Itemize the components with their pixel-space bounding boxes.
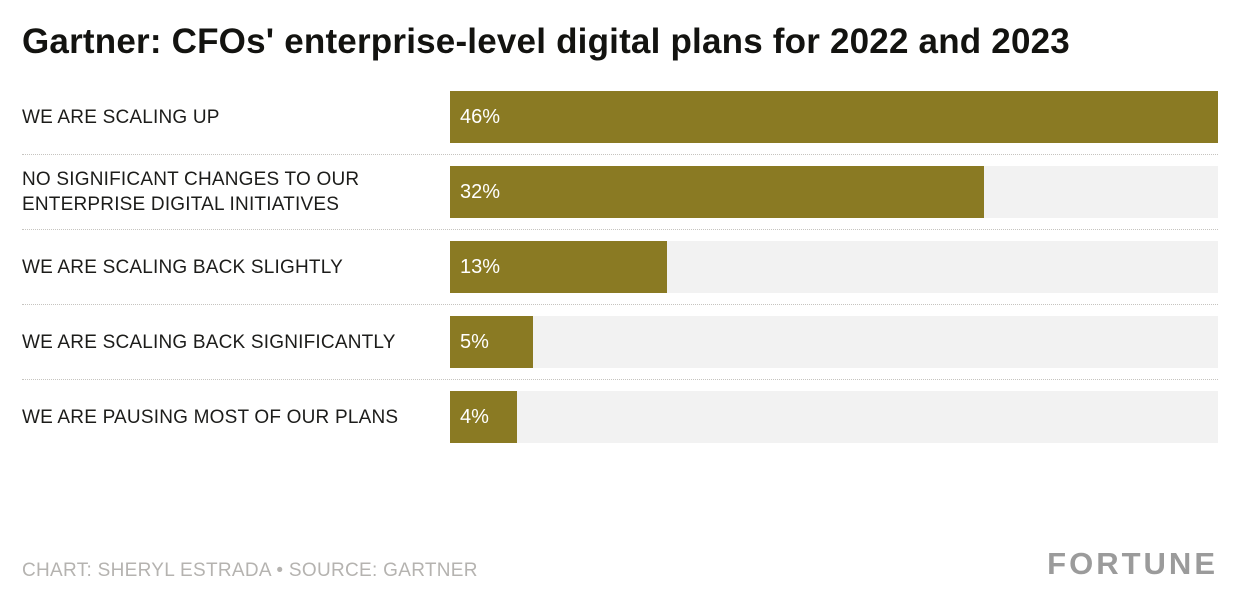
chart-footer: CHART: SHERYL ESTRADA • SOURCE: GARTNER … (22, 546, 1218, 582)
bar-label: NO SIGNIFICANT CHANGES TO OUR ENTERPRISE… (22, 168, 360, 216)
bar-row: WE ARE SCALING BACK SIGNIFICANTLY 5% (22, 304, 1218, 379)
bar-row: WE ARE PAUSING MOST OF OUR PLANS 4% (22, 379, 1218, 454)
bar-chart: WE ARE SCALING UP 46% NO SIGNIFICANT CHANG… (22, 80, 1218, 528)
bar-track: 46% (450, 91, 1218, 144)
bar-fill: 4% (450, 391, 517, 444)
bar-label: WE ARE SCALING BACK SLIGHTLY (22, 256, 343, 278)
bar-fill: 5% (450, 316, 534, 369)
bar-fill: 32% (450, 166, 985, 219)
bar-value-label: 4% (460, 405, 489, 428)
bar-label: WE ARE SCALING UP (22, 106, 220, 128)
bar-label: WE ARE PAUSING MOST OF OUR PLANS (22, 406, 399, 428)
bar-track: 13% (450, 241, 1218, 294)
bar-value-label: 46% (460, 105, 501, 128)
bar-track: 4% (450, 391, 1218, 444)
bar-row: WE ARE SCALING BACK SLIGHTLY 13% (22, 229, 1218, 304)
chart-credit: CHART: SHERYL ESTRADA • SOURCE: GARTNER (22, 560, 478, 581)
bar-fill: 46% (450, 91, 1218, 144)
bar-label: WE ARE SCALING BACK SIGNIFICANTLY (22, 331, 396, 353)
bar-track: 32% (450, 166, 1218, 219)
bar-value-label: 5% (460, 330, 489, 353)
bar-row: WE ARE SCALING UP 46% (22, 80, 1218, 154)
fortune-logo: FORTUNE (1047, 546, 1218, 581)
page-title: Gartner: CFOs' enterprise-level digital … (22, 22, 1070, 61)
bar-value-label: 13% (460, 255, 501, 278)
bar-row: NO SIGNIFICANT CHANGES TO OUR ENTERPRISE… (22, 154, 1218, 229)
bar-track: 5% (450, 316, 1218, 369)
bar-fill: 13% (450, 241, 668, 294)
bar-value-label: 32% (460, 180, 501, 203)
